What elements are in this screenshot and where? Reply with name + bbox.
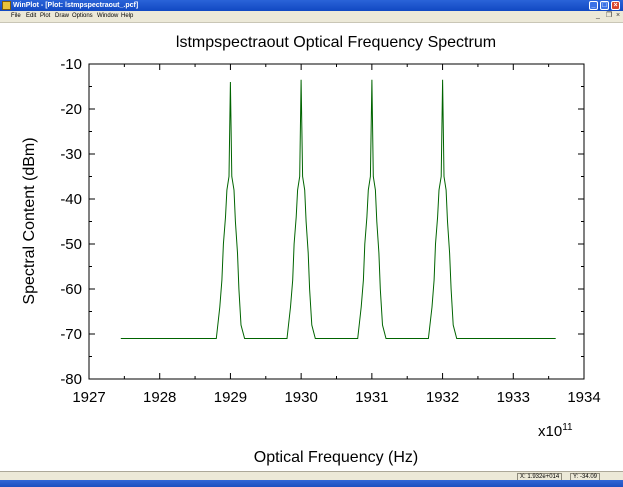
y-tick-label: -80 xyxy=(60,371,82,388)
x-tick-label: 1928 xyxy=(143,389,176,406)
mdi-close-icon[interactable]: × xyxy=(616,12,621,19)
y-tick-label: -10 xyxy=(60,56,82,73)
x-multiplier-base: x10 xyxy=(538,423,562,440)
x-tick-label: 1931 xyxy=(355,389,388,406)
series-line xyxy=(120,79,556,339)
menu-window[interactable]: Window xyxy=(97,13,119,19)
axis-ticks xyxy=(88,63,585,380)
window-title: WinPlot - [Plot: lstmpspectraout_.pcf] xyxy=(13,2,139,9)
status-bar: X: 1.932e+014 Y: -34.09 xyxy=(0,471,623,487)
x-multiplier-exponent: 11 xyxy=(562,422,573,433)
close-button[interactable]: × xyxy=(611,1,620,10)
x-axis-label: Optical Frequency (Hz) xyxy=(254,449,419,466)
chart-title: lstmpspectraout Optical Frequency Spectr… xyxy=(176,34,496,51)
y-tick-label: -60 xyxy=(60,281,82,298)
x-tick-label: 1934 xyxy=(567,389,600,406)
mdi-minimize-icon[interactable]: _ xyxy=(596,12,600,19)
x-tick-label: 1930 xyxy=(284,389,317,406)
app-icon[interactable] xyxy=(2,1,11,10)
plot-frame xyxy=(88,63,585,380)
menu-draw[interactable]: Draw xyxy=(55,13,70,19)
mdi-restore-icon[interactable]: ❐ xyxy=(606,12,613,19)
y-tick-label: -40 xyxy=(60,191,82,208)
plot-canvas[interactable]: lstmpspectraout Optical Frequency Spectr… xyxy=(0,22,623,471)
x-tick-label: 1927 xyxy=(72,389,105,406)
x-multiplier: x1011 xyxy=(538,422,573,440)
menu-help[interactable]: Help xyxy=(121,13,134,19)
taskbar-strip xyxy=(0,480,623,487)
tick-labels: 1927 1928 1929 1930 1931 1932 1933 1934 -10 -20 -3… xyxy=(60,56,600,406)
x-tick-label: 1933 xyxy=(497,389,530,406)
x-tick-label: 1932 xyxy=(426,389,459,406)
menu-file[interactable]: File xyxy=(11,13,21,19)
y-tick-label: -30 xyxy=(60,146,82,163)
menu-options[interactable]: Options xyxy=(72,13,93,19)
x-tick-label: 1929 xyxy=(214,389,247,406)
y-tick-label: -50 xyxy=(60,236,82,253)
y-axis-label: Spectral Content (dBm) xyxy=(21,137,38,304)
y-tick-label: -20 xyxy=(60,101,82,118)
title-bar: WinPlot - [Plot: lstmpspectraout_.pcf] _… xyxy=(0,0,623,11)
menu-edit[interactable]: Edit xyxy=(26,13,37,19)
y-tick-label: -70 xyxy=(60,326,82,343)
minimize-button[interactable]: _ xyxy=(589,1,598,10)
maximize-button[interactable]: □ xyxy=(600,1,609,10)
menu-bar: File Edit Plot Draw Options Window Help … xyxy=(0,11,623,23)
menu-plot[interactable]: Plot xyxy=(40,13,51,19)
